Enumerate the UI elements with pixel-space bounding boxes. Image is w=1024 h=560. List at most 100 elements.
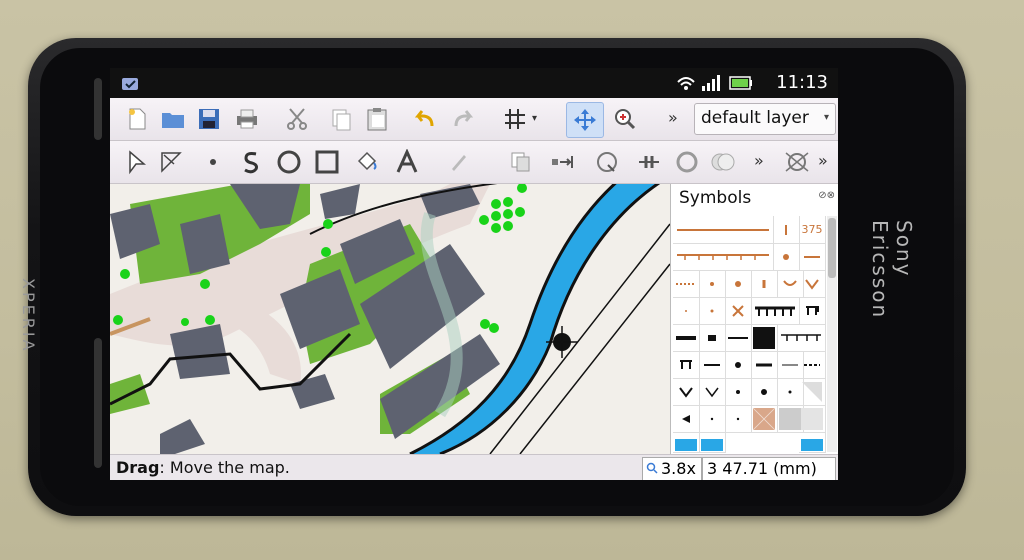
draw-rectangle-button[interactable] bbox=[314, 149, 340, 175]
undo-button[interactable] bbox=[412, 106, 438, 132]
symbol-cell[interactable] bbox=[777, 270, 804, 298]
zoom-button[interactable] bbox=[612, 106, 638, 132]
paste-button[interactable] bbox=[364, 106, 390, 132]
drawing-toolbar-more-button[interactable]: » bbox=[754, 151, 764, 170]
symbol-cell[interactable] bbox=[777, 324, 826, 352]
open-button[interactable] bbox=[160, 106, 186, 132]
edit-objects-button[interactable] bbox=[124, 149, 150, 175]
boolean-button[interactable] bbox=[710, 149, 736, 175]
draw-path-button[interactable] bbox=[238, 149, 264, 175]
redo-button[interactable] bbox=[450, 106, 476, 132]
symbol-cell[interactable] bbox=[673, 432, 700, 453]
symbol-cell[interactable] bbox=[751, 270, 778, 298]
drawing-toolbar: » » bbox=[110, 141, 838, 184]
pen-button[interactable] bbox=[446, 149, 472, 175]
symbol-cell[interactable] bbox=[699, 324, 726, 352]
symbol-cell[interactable] bbox=[751, 324, 778, 352]
cut-button[interactable] bbox=[284, 106, 310, 132]
symbol-cell[interactable] bbox=[673, 405, 700, 433]
copy-button[interactable] bbox=[328, 106, 354, 132]
symbol-cell[interactable] bbox=[799, 297, 826, 325]
symbols-panel: Symbols ⊘⊗ 375 bbox=[670, 184, 838, 454]
symbol-cell[interactable] bbox=[725, 351, 752, 379]
map-canvas[interactable] bbox=[110, 184, 670, 454]
symbol-cell[interactable] bbox=[673, 324, 700, 352]
symbol-cell[interactable] bbox=[699, 405, 726, 433]
symbol-cell[interactable] bbox=[699, 432, 726, 453]
rotate-button[interactable] bbox=[594, 149, 620, 175]
symbol-cell[interactable] bbox=[751, 297, 800, 325]
symbol-cell[interactable] bbox=[751, 405, 778, 433]
map-building bbox=[160, 419, 205, 454]
symbol-cell[interactable] bbox=[725, 297, 752, 325]
draw-path-icon bbox=[244, 152, 258, 174]
symbol-cell[interactable] bbox=[751, 378, 778, 406]
coordinates-box[interactable]: 3 47.71 (mm) bbox=[702, 457, 836, 480]
symbol-cell[interactable] bbox=[799, 270, 826, 298]
symbol-cell[interactable] bbox=[673, 378, 700, 406]
pan-move-icon bbox=[574, 109, 596, 131]
signal-icon bbox=[702, 75, 720, 91]
symbol-cell[interactable] bbox=[725, 324, 752, 352]
volume-button[interactable] bbox=[94, 78, 102, 140]
text-tool-button[interactable] bbox=[394, 149, 420, 175]
zoom-level-box[interactable]: 3.8x bbox=[642, 457, 702, 480]
symbol-cell[interactable]: 375 bbox=[799, 216, 826, 244]
symbol-cell[interactable] bbox=[799, 378, 826, 406]
symbol-cell[interactable] bbox=[725, 270, 752, 298]
panel-close-icon[interactable]: ⊘⊗ bbox=[818, 190, 835, 201]
symbol-cell[interactable] bbox=[673, 297, 700, 325]
layer-select[interactable]: default layer ▾ bbox=[694, 103, 836, 135]
symbol-cell[interactable] bbox=[751, 351, 778, 379]
switch-symbol-icon bbox=[552, 156, 573, 168]
draw-circle-button[interactable] bbox=[276, 149, 302, 175]
symbol-cell[interactable] bbox=[773, 216, 800, 244]
symbol-cell[interactable] bbox=[799, 243, 826, 271]
symbol-cell[interactable] bbox=[673, 351, 700, 379]
grid-button[interactable] bbox=[502, 106, 528, 132]
symbols-scrollbar[interactable] bbox=[827, 216, 837, 452]
scrollbar-thumb[interactable] bbox=[828, 218, 836, 278]
symbol-cell[interactable] bbox=[777, 351, 804, 379]
symbol-cell[interactable] bbox=[773, 243, 800, 271]
grid-dropdown-chevron-down-icon[interactable]: ▾ bbox=[532, 113, 538, 124]
duplicate-button[interactable] bbox=[508, 149, 534, 175]
open-folder-icon bbox=[162, 113, 184, 128]
symbol-cell[interactable] bbox=[799, 432, 826, 453]
symbol-cell[interactable] bbox=[699, 270, 726, 298]
switch-symbol-button[interactable] bbox=[550, 149, 576, 175]
symbol-cell[interactable] bbox=[699, 351, 726, 379]
save-button[interactable] bbox=[196, 106, 222, 132]
symbol-cell[interactable] bbox=[725, 378, 752, 406]
fill-button[interactable] bbox=[354, 149, 380, 175]
symbol-cell[interactable] bbox=[799, 351, 826, 379]
map-building bbox=[380, 334, 500, 439]
coordinates-value: 3 47.71 (mm) bbox=[707, 459, 817, 478]
new-file-button[interactable] bbox=[124, 106, 150, 132]
status-clock: 11:13 bbox=[776, 72, 828, 93]
pan-move-button[interactable] bbox=[566, 102, 604, 138]
symbol-cell[interactable] bbox=[699, 297, 726, 325]
symbol-cell[interactable] bbox=[673, 216, 774, 244]
symbol-cell[interactable] bbox=[725, 405, 752, 433]
symbol-cell[interactable] bbox=[673, 270, 700, 298]
save-icon bbox=[199, 109, 219, 129]
text-icon bbox=[396, 149, 418, 173]
symbol-cell[interactable] bbox=[799, 405, 826, 433]
symbols-grid: 375 bbox=[673, 216, 826, 453]
status-icons bbox=[677, 75, 752, 91]
symbol-cell[interactable] bbox=[777, 378, 804, 406]
edit-lines-button[interactable] bbox=[158, 149, 184, 175]
draw-point-button[interactable] bbox=[200, 149, 226, 175]
draw-circle-icon bbox=[277, 150, 301, 174]
map-cursor-crosshair bbox=[546, 326, 578, 358]
symbol-cell[interactable] bbox=[699, 378, 726, 406]
circle-tool-button[interactable] bbox=[674, 149, 700, 175]
camera-button[interactable] bbox=[94, 338, 102, 468]
toolbar-more-button[interactable]: » bbox=[668, 108, 678, 127]
compass-button[interactable] bbox=[784, 149, 810, 175]
compass-more-button[interactable]: » bbox=[818, 151, 828, 170]
print-button[interactable] bbox=[234, 106, 260, 132]
cut-tool-button[interactable] bbox=[636, 149, 662, 175]
symbol-cell[interactable] bbox=[673, 243, 774, 271]
